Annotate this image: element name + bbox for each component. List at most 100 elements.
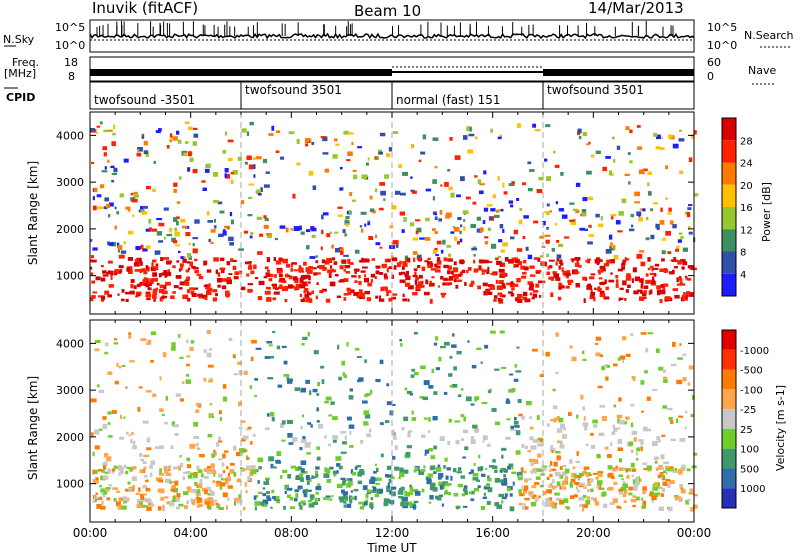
- scatter-cell: [652, 276, 655, 280]
- scatter-cell: [375, 378, 381, 383]
- scatter-cell: [453, 261, 457, 266]
- scatter-cell: [172, 136, 178, 141]
- scatter-cell: [133, 191, 138, 195]
- scatter-cell: [186, 500, 189, 505]
- scatter-cell: [468, 491, 474, 495]
- scatter-cell: [521, 443, 525, 449]
- scatter-cell: [502, 228, 505, 233]
- scatter-cell: [404, 492, 410, 497]
- scatter-cell: [499, 224, 504, 229]
- scatter-cell: [673, 257, 676, 261]
- scatter-cell: [448, 257, 453, 261]
- scatter-cell: [655, 146, 661, 150]
- scatter-cell: [182, 476, 186, 481]
- scatter-cell: [559, 485, 563, 490]
- scatter-cell: [676, 277, 679, 283]
- scatter-cell: [563, 427, 567, 431]
- scatter-cell: [195, 409, 200, 413]
- scatter-cell: [307, 274, 310, 278]
- scatter-cell: [123, 241, 126, 245]
- scatter-cell: [366, 162, 369, 166]
- scatter-cell: [476, 216, 482, 221]
- scatter-cell: [604, 364, 608, 367]
- scatter-cell: [268, 456, 275, 462]
- scatter-cell: [254, 501, 261, 506]
- scatter-cell: [688, 292, 694, 297]
- scatter-cell: [571, 259, 575, 263]
- scatter-cell: [624, 298, 627, 301]
- scatter-cell: [559, 474, 563, 479]
- scatter-cell: [660, 454, 665, 460]
- scatter-cell: [434, 247, 438, 252]
- scatter-cell: [678, 471, 682, 475]
- scatter-cell: [317, 381, 320, 387]
- scatter-cell: [342, 479, 347, 483]
- scatter-cell: [662, 237, 666, 241]
- scatter-cell: [651, 495, 657, 501]
- scatter-cell: [265, 477, 270, 481]
- scatter-cell: [590, 445, 596, 449]
- scatter-cell: [418, 159, 422, 163]
- scatter-cell: [652, 267, 659, 270]
- scatter-cell: [437, 257, 441, 261]
- scatter-cell: [487, 443, 491, 447]
- scatter-cell: [457, 483, 464, 488]
- scatter-cell: [632, 267, 637, 273]
- scatter-cell: [370, 279, 373, 283]
- scatter-cell: [289, 275, 293, 280]
- scatter-cell: [674, 294, 680, 299]
- scatter-cell: [254, 378, 259, 381]
- scatter-cell: [448, 253, 451, 257]
- scatter-cell: [525, 246, 529, 251]
- scatter-cell: [332, 154, 338, 159]
- scatter-cell: [347, 132, 354, 135]
- scatter-cell: [575, 485, 579, 490]
- scatter-cell: [293, 226, 300, 231]
- scatter-cell: [460, 224, 463, 228]
- scatter-cell: [452, 384, 458, 388]
- y-tick-label: 3000: [56, 176, 84, 189]
- scatter-cell: [490, 330, 496, 334]
- scatter-cell: [464, 282, 467, 286]
- scatter-cell: [153, 298, 156, 302]
- scatter-cell: [268, 344, 273, 347]
- scatter-cell: [142, 485, 148, 489]
- scatter-cell: [103, 152, 107, 157]
- colorbar-swatch: [722, 468, 736, 489]
- scatter-cell: [534, 459, 539, 464]
- scatter-cell: [668, 506, 673, 512]
- scatter-cell: [287, 487, 293, 491]
- scatter-cell: [424, 291, 430, 296]
- scatter-cell: [131, 466, 137, 470]
- scatter-cell: [532, 290, 539, 293]
- scatter-cell: [368, 236, 374, 240]
- scatter-cell: [433, 342, 438, 346]
- scatter-cell: [517, 298, 523, 303]
- scatter-cell: [252, 164, 256, 170]
- scatter-cell: [179, 281, 185, 286]
- scatter-cell: [354, 495, 357, 501]
- scatter-cell: [395, 190, 401, 195]
- scatter-cell: [291, 262, 297, 265]
- scatter-cell: [640, 440, 644, 446]
- scatter-cell: [310, 226, 315, 230]
- scatter-cell: [487, 475, 490, 480]
- scatter-cell: [497, 292, 503, 296]
- scatter-cell: [196, 465, 200, 471]
- scatter-cell: [513, 421, 519, 425]
- scatter-cell: [398, 496, 404, 499]
- scatter-cell: [110, 275, 113, 280]
- scatter-cell: [169, 480, 172, 484]
- scatter-cell: [509, 428, 516, 432]
- scatter-cell: [299, 266, 302, 272]
- scatter-cell: [670, 438, 677, 442]
- scatter-cell: [610, 242, 613, 246]
- scatter-cell: [588, 141, 591, 145]
- scatter-cell: [392, 240, 399, 245]
- scatter-cell: [554, 471, 560, 477]
- scatter-cell: [305, 379, 310, 384]
- scatter-cell: [136, 503, 141, 509]
- scatter-cell: [588, 234, 595, 237]
- scatter-cell: [427, 473, 433, 478]
- scatter-cell: [290, 465, 297, 469]
